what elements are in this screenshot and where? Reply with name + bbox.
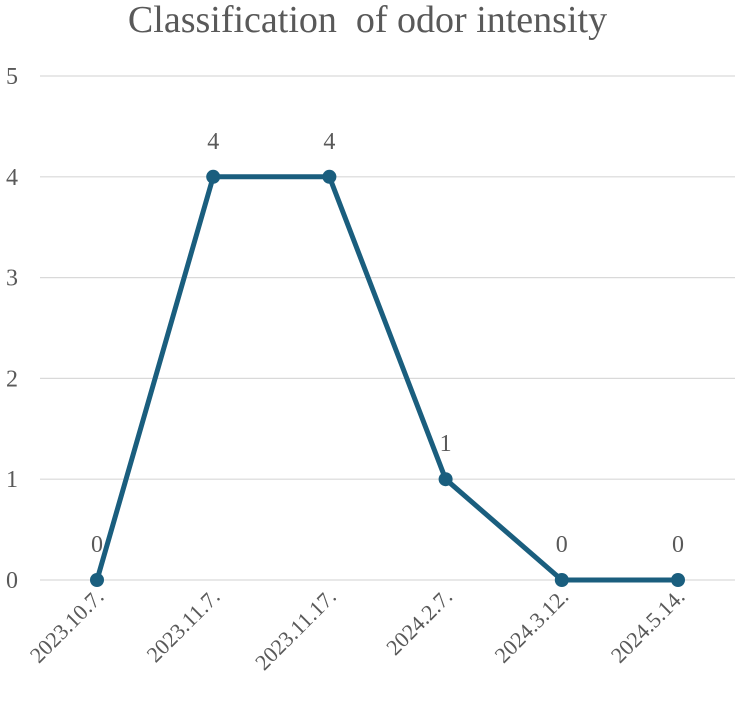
- data-label: 0: [91, 532, 103, 558]
- y-axis-tick-labels: 0 1 2 3 4 5: [6, 64, 18, 594]
- x-tick-label: 2024.2.7.: [381, 584, 457, 660]
- y-tick-label: 2: [6, 366, 18, 392]
- data-points: [90, 169, 685, 587]
- data-point: [671, 573, 685, 587]
- data-point: [90, 573, 104, 587]
- series-line-group: [94, 174, 681, 583]
- series-line: [94, 174, 681, 583]
- x-axis-tick-labels: 2023.10.7. 2023.11.7. 2023.11.17. 2024.2.7.…: [25, 584, 690, 675]
- y-tick-label: 4: [6, 165, 18, 191]
- y-tick-label: 5: [6, 64, 18, 90]
- data-point: [322, 169, 337, 184]
- data-label: 4: [207, 129, 219, 155]
- chart-title: Classification of odor intensity: [127, 0, 608, 41]
- x-tick-label: 2023.11.17.: [250, 584, 341, 675]
- y-tick-label: 1: [6, 467, 18, 493]
- data-label: 0: [556, 532, 568, 558]
- y-tick-label: 3: [6, 266, 18, 292]
- y-tick-label: 0: [6, 568, 18, 594]
- data-labels: 0 4 4 1 0 0: [91, 129, 684, 558]
- x-tick-label: 2023.10.7.: [25, 584, 109, 668]
- data-point: [438, 472, 453, 487]
- x-tick-label: 2024.5.14.: [606, 584, 690, 668]
- x-tick-label: 2024.3.12.: [490, 584, 574, 668]
- x-tick-label: 2023.11.7.: [142, 584, 225, 667]
- data-label: 1: [440, 431, 452, 457]
- data-point: [206, 169, 221, 184]
- data-point: [554, 573, 569, 587]
- data-label: 4: [323, 129, 335, 155]
- data-label: 0: [672, 532, 684, 558]
